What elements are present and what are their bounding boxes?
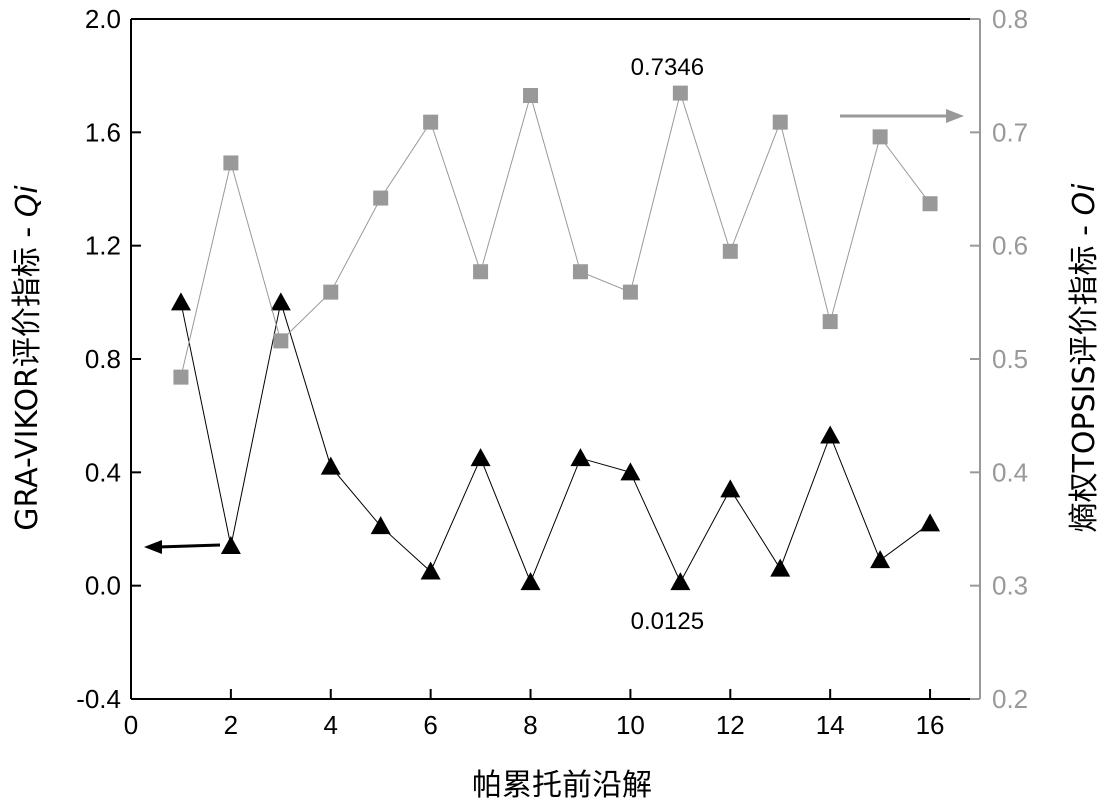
- y-left-tick-label: 2.0: [85, 4, 121, 34]
- triangle-marker: [870, 550, 891, 569]
- triangle-marker: [620, 462, 641, 481]
- y-right-tick-label: 0.5: [992, 344, 1028, 374]
- x-tick-label: 12: [716, 710, 745, 740]
- square-marker: [223, 155, 239, 171]
- x-axis-title: 帕累托前沿解: [472, 768, 652, 803]
- triangle-marker: [370, 516, 391, 535]
- x-tick-label: 4: [324, 710, 338, 740]
- square-marker: [572, 264, 588, 280]
- y-axis-left-title-italic: Qi: [10, 185, 45, 218]
- x-tick-label: 2: [224, 710, 238, 740]
- y-right-tick-label: 0.6: [992, 231, 1028, 261]
- plot-frame: [130, 18, 981, 700]
- data-label: 0.7346: [631, 54, 704, 81]
- y-axis-right: 0.2 0.3 0.4 0.5 0.6 0.7 0.8: [970, 4, 1028, 714]
- y-axis-left-title-main: GRA-VIKOR评价指标 -: [10, 217, 45, 531]
- square-marker: [922, 196, 938, 212]
- triangle-marker: [920, 513, 941, 532]
- y-left-tick-label: 1.6: [85, 117, 121, 147]
- data-label: 0.0125: [631, 608, 704, 635]
- square-marker: [872, 129, 888, 145]
- triangle-marker: [270, 292, 291, 311]
- y-left-tick-label: 1.2: [85, 231, 121, 261]
- x-axis: 0 2 4 6 8 10 12 14 16: [124, 689, 945, 740]
- y-left-tick-label: 0.0: [85, 571, 121, 601]
- y-axis-right-title-italic: Oi: [1067, 183, 1102, 216]
- x-tick-label: 14: [816, 710, 845, 740]
- triangle-marker: [570, 448, 591, 467]
- x-tick-label: 10: [616, 710, 645, 740]
- annotation-layer: 0.7346 0.0125: [631, 54, 704, 635]
- series-0-line: [180, 302, 931, 584]
- triangle-marker: [670, 572, 691, 591]
- triangle-marker: [220, 536, 241, 554]
- triangle-marker: [420, 561, 441, 580]
- y-left-tick-label: 0.4: [85, 457, 121, 487]
- square-marker: [772, 114, 788, 130]
- square-marker: [473, 264, 489, 280]
- y-right-tick-label: 0.7: [992, 117, 1028, 147]
- y-axis-left-title: GRA-VIKOR评价指标 - Qi: [10, 185, 45, 531]
- y-axis-left: -0.4 0.0 0.4 0.8 1.2 1.6 2.0: [76, 4, 141, 714]
- square-marker: [423, 114, 439, 130]
- y-axis-right-title: 熵权TOPSIS评价指标 - Oi: [1067, 183, 1102, 532]
- x-tick-label: 6: [423, 710, 437, 740]
- square-marker: [622, 284, 638, 300]
- y-right-tick-label: 0.4: [992, 457, 1028, 487]
- triangle-marker: [470, 448, 491, 467]
- square-marker: [323, 284, 339, 300]
- left-arrow-indicator: [144, 540, 221, 554]
- square-marker: [523, 88, 539, 103]
- triangle-marker: [520, 572, 541, 591]
- square-marker: [273, 333, 289, 349]
- triangle-marker: [820, 425, 841, 444]
- square-marker: [373, 190, 389, 206]
- x-tick-label: 16: [916, 710, 945, 740]
- square-marker: [722, 243, 738, 259]
- x-tick-label: 0: [124, 710, 138, 740]
- triangle-marker: [720, 479, 741, 498]
- x-tick-label: 8: [523, 710, 537, 740]
- y-left-tick-label: 0.8: [85, 344, 121, 374]
- triangle-marker: [770, 558, 791, 577]
- series-1-line: [180, 91, 931, 378]
- square-marker: [173, 369, 189, 385]
- y-right-tick-label: 0.8: [992, 4, 1028, 34]
- y-right-tick-label: 0.2: [992, 684, 1028, 714]
- series-layer: [170, 85, 941, 591]
- square-marker: [672, 85, 688, 101]
- y-axis-right-title-main: 熵权TOPSIS评价指标 -: [1067, 216, 1102, 533]
- triangle-marker: [170, 292, 191, 311]
- y-right-tick-label: 0.3: [992, 571, 1028, 601]
- square-marker: [822, 314, 838, 330]
- y-left-tick-label: -0.4: [76, 684, 121, 714]
- right-arrow-indicator: [840, 109, 964, 123]
- triangle-marker: [320, 456, 341, 475]
